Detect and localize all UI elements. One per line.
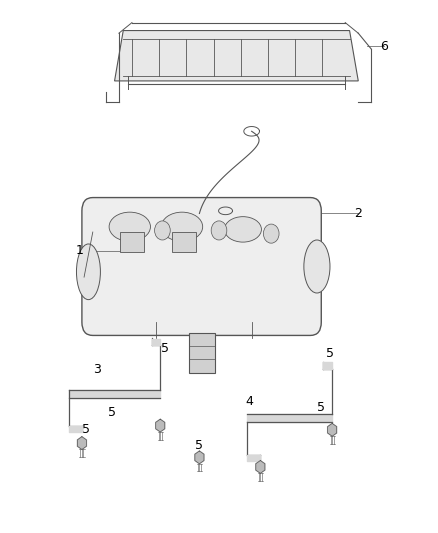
Text: 5: 5 [195,439,203,452]
Circle shape [211,221,227,240]
Ellipse shape [224,216,261,242]
Polygon shape [78,437,86,449]
Ellipse shape [77,244,100,300]
Circle shape [155,221,170,240]
Text: 4: 4 [246,395,254,408]
Text: 1: 1 [76,244,84,257]
Bar [189,333,215,373]
Polygon shape [256,461,265,473]
Polygon shape [328,423,337,436]
FancyBboxPatch shape [82,198,321,335]
Circle shape [263,224,279,243]
Bar [120,232,144,252]
Polygon shape [115,30,358,81]
Polygon shape [195,451,204,464]
Text: 5: 5 [82,423,90,437]
Text: 5: 5 [161,342,169,355]
Polygon shape [156,419,165,432]
Text: 3: 3 [93,364,101,376]
Text: 2: 2 [354,207,362,220]
Ellipse shape [304,240,330,293]
Ellipse shape [161,212,203,241]
Text: 6: 6 [381,40,389,53]
Text: 5: 5 [108,406,117,419]
Ellipse shape [109,212,150,241]
Bar [172,232,196,252]
Text: 5: 5 [317,400,325,414]
Text: 5: 5 [326,348,334,360]
